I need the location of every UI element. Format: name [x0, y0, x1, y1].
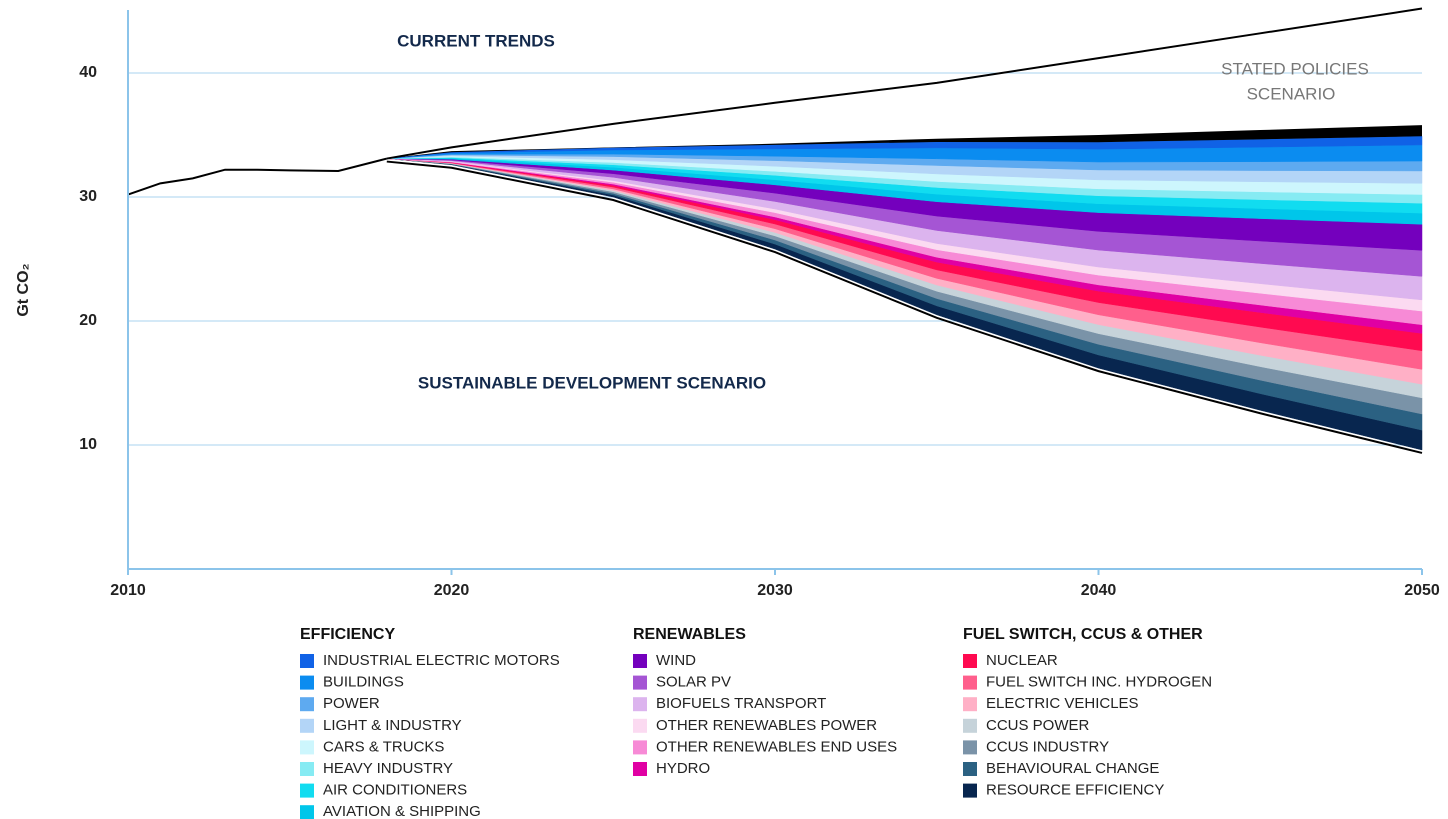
legend-swatch — [963, 718, 977, 733]
legend-swatch — [633, 675, 647, 690]
x-tick-label: 2030 — [757, 582, 793, 599]
legend-swatch — [633, 718, 647, 733]
legend-swatch — [963, 740, 977, 755]
stated-policies-band — [386, 125, 1422, 159]
annotation: SUSTAINABLE DEVELOPMENT SCENARIO — [418, 373, 766, 392]
annotation: CURRENT TRENDS — [397, 31, 555, 50]
legend-swatch — [963, 762, 977, 776]
legend-label: BEHAVIOURAL CHANGE — [986, 760, 1159, 777]
legend-swatch — [300, 675, 314, 690]
legend-label: NUCLEAR — [986, 652, 1058, 669]
x-tick-label: 2010 — [110, 582, 146, 599]
legend-label: WIND — [656, 652, 696, 669]
legend-label: CCUS POWER — [986, 717, 1090, 734]
legend-label: RESOURCE EFFICIENCY — [986, 782, 1164, 799]
legend-label: CARS & TRUCKS — [323, 738, 444, 755]
legend-swatch — [300, 654, 314, 668]
legend-label: AIR CONDITIONERS — [323, 782, 467, 799]
x-tick-label: 2020 — [434, 582, 470, 599]
legend-swatch — [300, 718, 314, 733]
legend-label: HEAVY INDUSTRY — [323, 760, 453, 777]
legend-heading: RENEWABLES — [633, 626, 746, 643]
y-axis-label: Gt CO₂ — [15, 263, 32, 316]
history-line — [127, 157, 388, 196]
annotation: SCENARIO — [1247, 84, 1336, 103]
legend-label: BIOFUELS TRANSPORT — [656, 695, 826, 712]
legend-swatch — [963, 654, 977, 668]
legend-label: BUILDINGS — [323, 674, 404, 691]
legend-label: ELECTRIC VEHICLES — [986, 695, 1139, 712]
legend-swatch — [963, 697, 977, 712]
legend-label: SOLAR PV — [656, 674, 731, 691]
legend-heading: FUEL SWITCH, CCUS & OTHER — [963, 626, 1203, 643]
sds-line — [386, 160, 1423, 454]
y-tick-label: 30 — [79, 188, 97, 205]
annotation: STATED POLICIES — [1221, 59, 1369, 78]
legend-label: OTHER RENEWABLES POWER — [656, 717, 877, 734]
legend-label: HYDRO — [656, 760, 710, 777]
y-tick-label: 40 — [79, 64, 97, 81]
legend-swatch — [300, 697, 314, 712]
y-tick-label: 20 — [79, 312, 97, 329]
legend-swatch — [633, 654, 647, 668]
legend-swatch — [633, 740, 647, 755]
x-tick-label: 2040 — [1081, 582, 1117, 599]
legend-label: AVIATION & SHIPPING — [323, 803, 481, 819]
legend-swatch — [633, 697, 647, 712]
legend-swatch — [300, 805, 314, 819]
legend-label: LIGHT & INDUSTRY — [323, 717, 462, 734]
legend-swatch — [300, 783, 314, 798]
legend-label: OTHER RENEWABLES END USES — [656, 738, 897, 755]
legend-swatch — [633, 762, 647, 776]
legend-swatch — [300, 762, 314, 776]
legend-label: FUEL SWITCH INC. HYDROGEN — [986, 674, 1212, 691]
y-tick-label: 10 — [79, 436, 97, 453]
legend-heading: EFFICIENCY — [300, 626, 395, 643]
legend-swatch — [963, 675, 977, 690]
legend-swatch — [963, 783, 977, 798]
legend-label: CCUS INDUSTRY — [986, 738, 1109, 755]
current-trends-line — [386, 7, 1423, 160]
legend-swatch — [300, 740, 314, 755]
x-tick-label: 2050 — [1404, 582, 1440, 599]
legend-label: INDUSTRIAL ELECTRIC MOTORS — [323, 652, 560, 669]
legend-label: POWER — [323, 695, 380, 712]
